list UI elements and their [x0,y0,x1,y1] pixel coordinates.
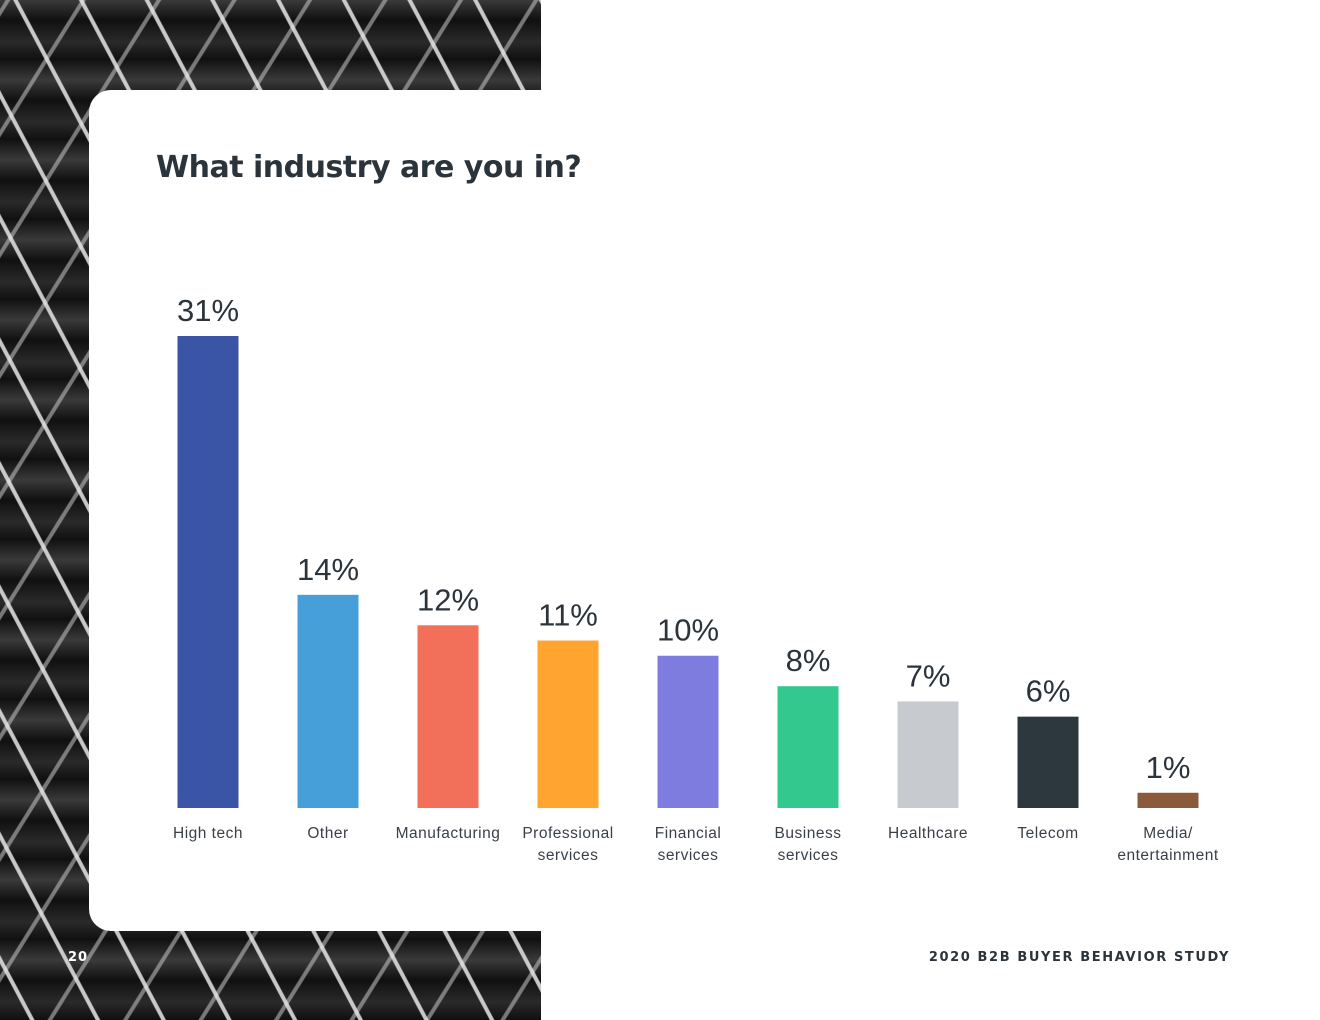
value-label-7: 6% [1026,674,1071,709]
bar-5 [777,686,839,808]
bar-0 [177,336,239,808]
category-label-7: Telecom [1017,825,1078,842]
value-label-4: 10% [657,613,719,648]
value-label-1: 14% [297,552,359,587]
category-label-0: High tech [173,825,243,842]
category-label-1: Other [307,825,348,842]
category-label-4-line-0: Financial [655,825,722,842]
category-label-5-line-1: services [778,847,839,864]
category-label-8-line-1: entertainment [1117,847,1218,864]
chart-title: What industry are you in? [156,150,582,185]
value-label-8: 1% [1146,750,1191,785]
value-label-3: 11% [538,598,598,633]
bar-8 [1137,792,1199,808]
category-label-8-line-0: Media/ [1143,825,1193,842]
bar-7 [1017,716,1079,808]
page-number: 20 [68,950,89,965]
bar-1 [297,594,359,808]
bar-2 [417,625,479,808]
category-label-4-line-1: services [658,847,719,864]
value-label-6: 7% [906,658,951,693]
category-label-3-line-1: services [538,847,599,864]
value-label-2: 12% [417,582,479,617]
value-label-0: 31% [177,293,239,328]
bar-6 [897,701,959,808]
category-label-2: Manufacturing [396,825,501,842]
publication-title: 2020 B2B BUYER BEHAVIOR STUDY [928,950,1230,965]
value-label-5: 8% [786,643,831,678]
category-label-6: Healthcare [888,825,968,842]
bar-3 [537,640,599,808]
category-label-3-line-0: Professional [522,825,613,842]
bar-4 [657,655,719,808]
category-label-5-line-0: Business [775,825,842,842]
